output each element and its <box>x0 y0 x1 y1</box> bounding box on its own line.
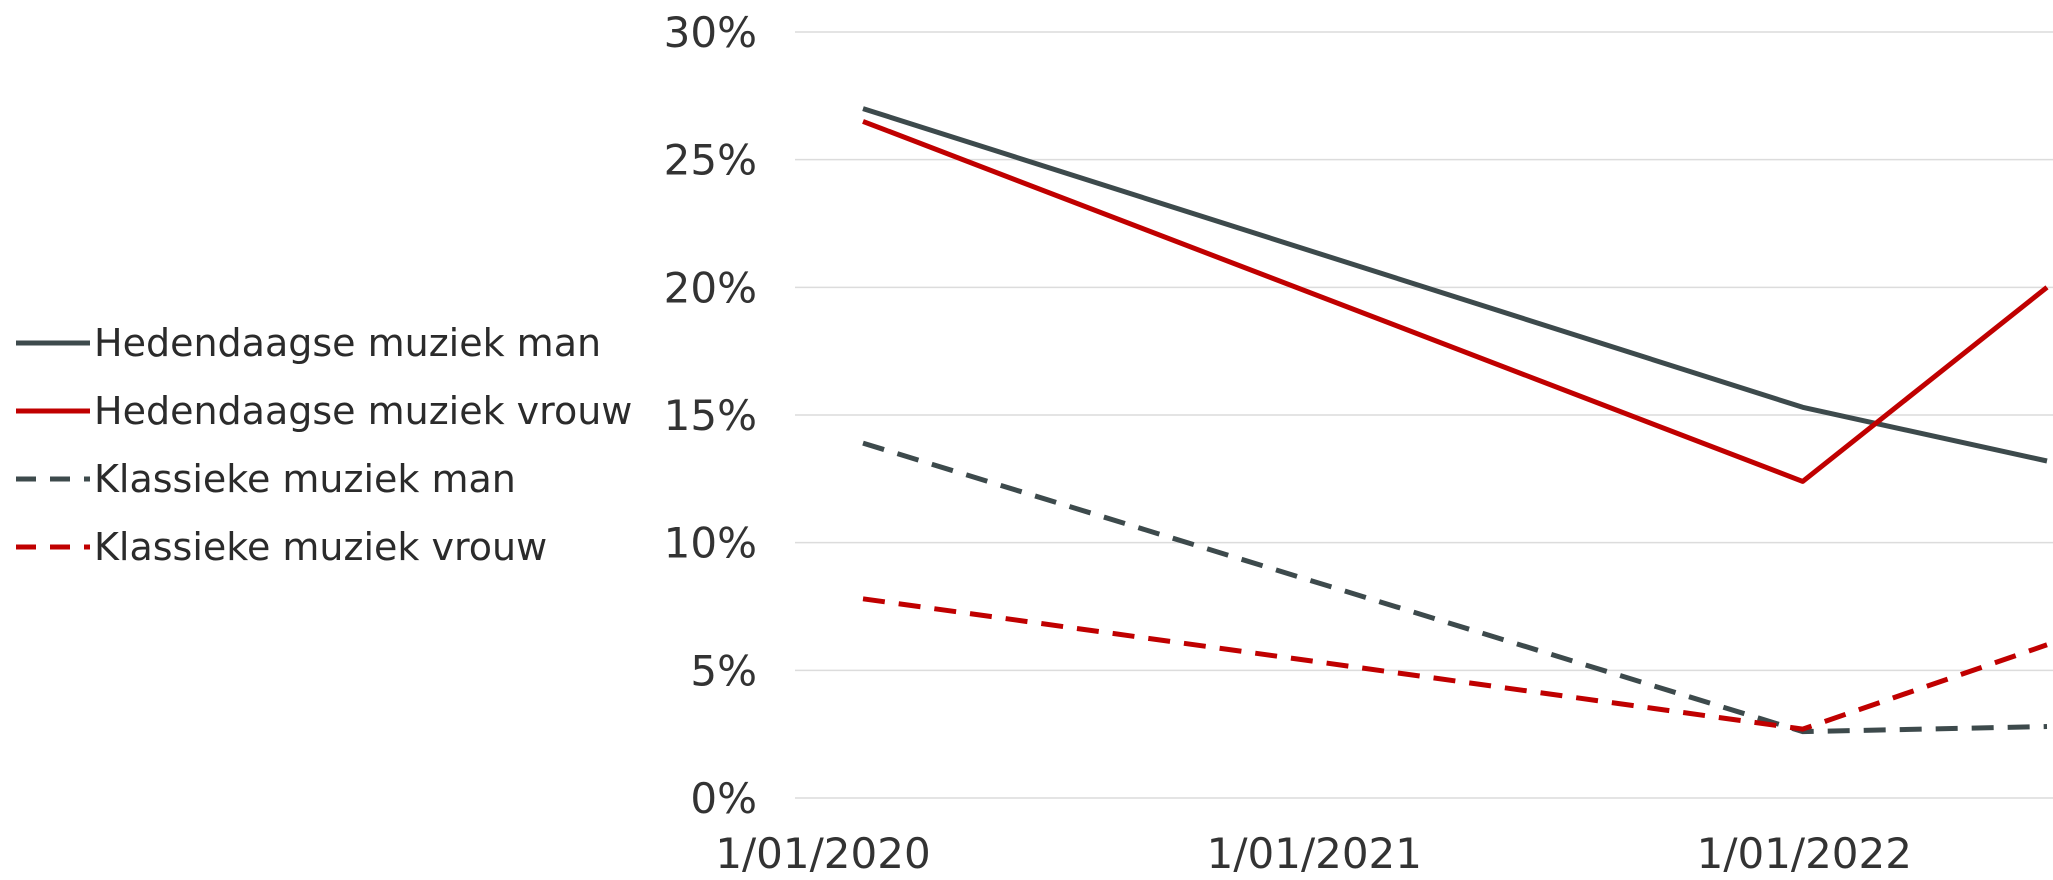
x-axis-tick-labels: 1/01/2020 1/01/2021 1/01/2022 <box>715 829 1912 878</box>
x-tick-label: 1/01/2022 <box>1697 829 1912 878</box>
x-tick-label: 1/01/2021 <box>1207 829 1422 878</box>
series-lines <box>862 106 2049 735</box>
series-line-1 <box>862 106 2048 464</box>
y-tick-label: 5% <box>690 646 757 695</box>
y-axis-tick-labels: 0% 5% 10% 15% 20% 25% 30% <box>664 8 757 823</box>
y-tick-label: 0% <box>690 774 757 823</box>
legend-label: Hedendaagse muziek man <box>94 321 601 365</box>
series-line-3 <box>862 440 2048 735</box>
y-tick-label: 20% <box>664 263 757 312</box>
y-tick-label: 25% <box>664 136 757 185</box>
series-line-2 <box>862 119 2049 484</box>
legend-label: Hedendaagse muziek vrouw <box>94 389 632 433</box>
legend-label: Klassieke muziek man <box>94 457 516 501</box>
series-line-4 <box>862 596 2048 732</box>
legend: Hedendaagse muziek man Hedendaagse muziek… <box>16 321 632 569</box>
y-tick-label: 10% <box>664 519 757 568</box>
legend-label: Klassieke muziek vrouw <box>94 525 547 569</box>
y-tick-label: 30% <box>664 8 757 57</box>
y-tick-label: 15% <box>664 391 757 440</box>
x-tick-label: 1/01/2020 <box>715 829 930 878</box>
